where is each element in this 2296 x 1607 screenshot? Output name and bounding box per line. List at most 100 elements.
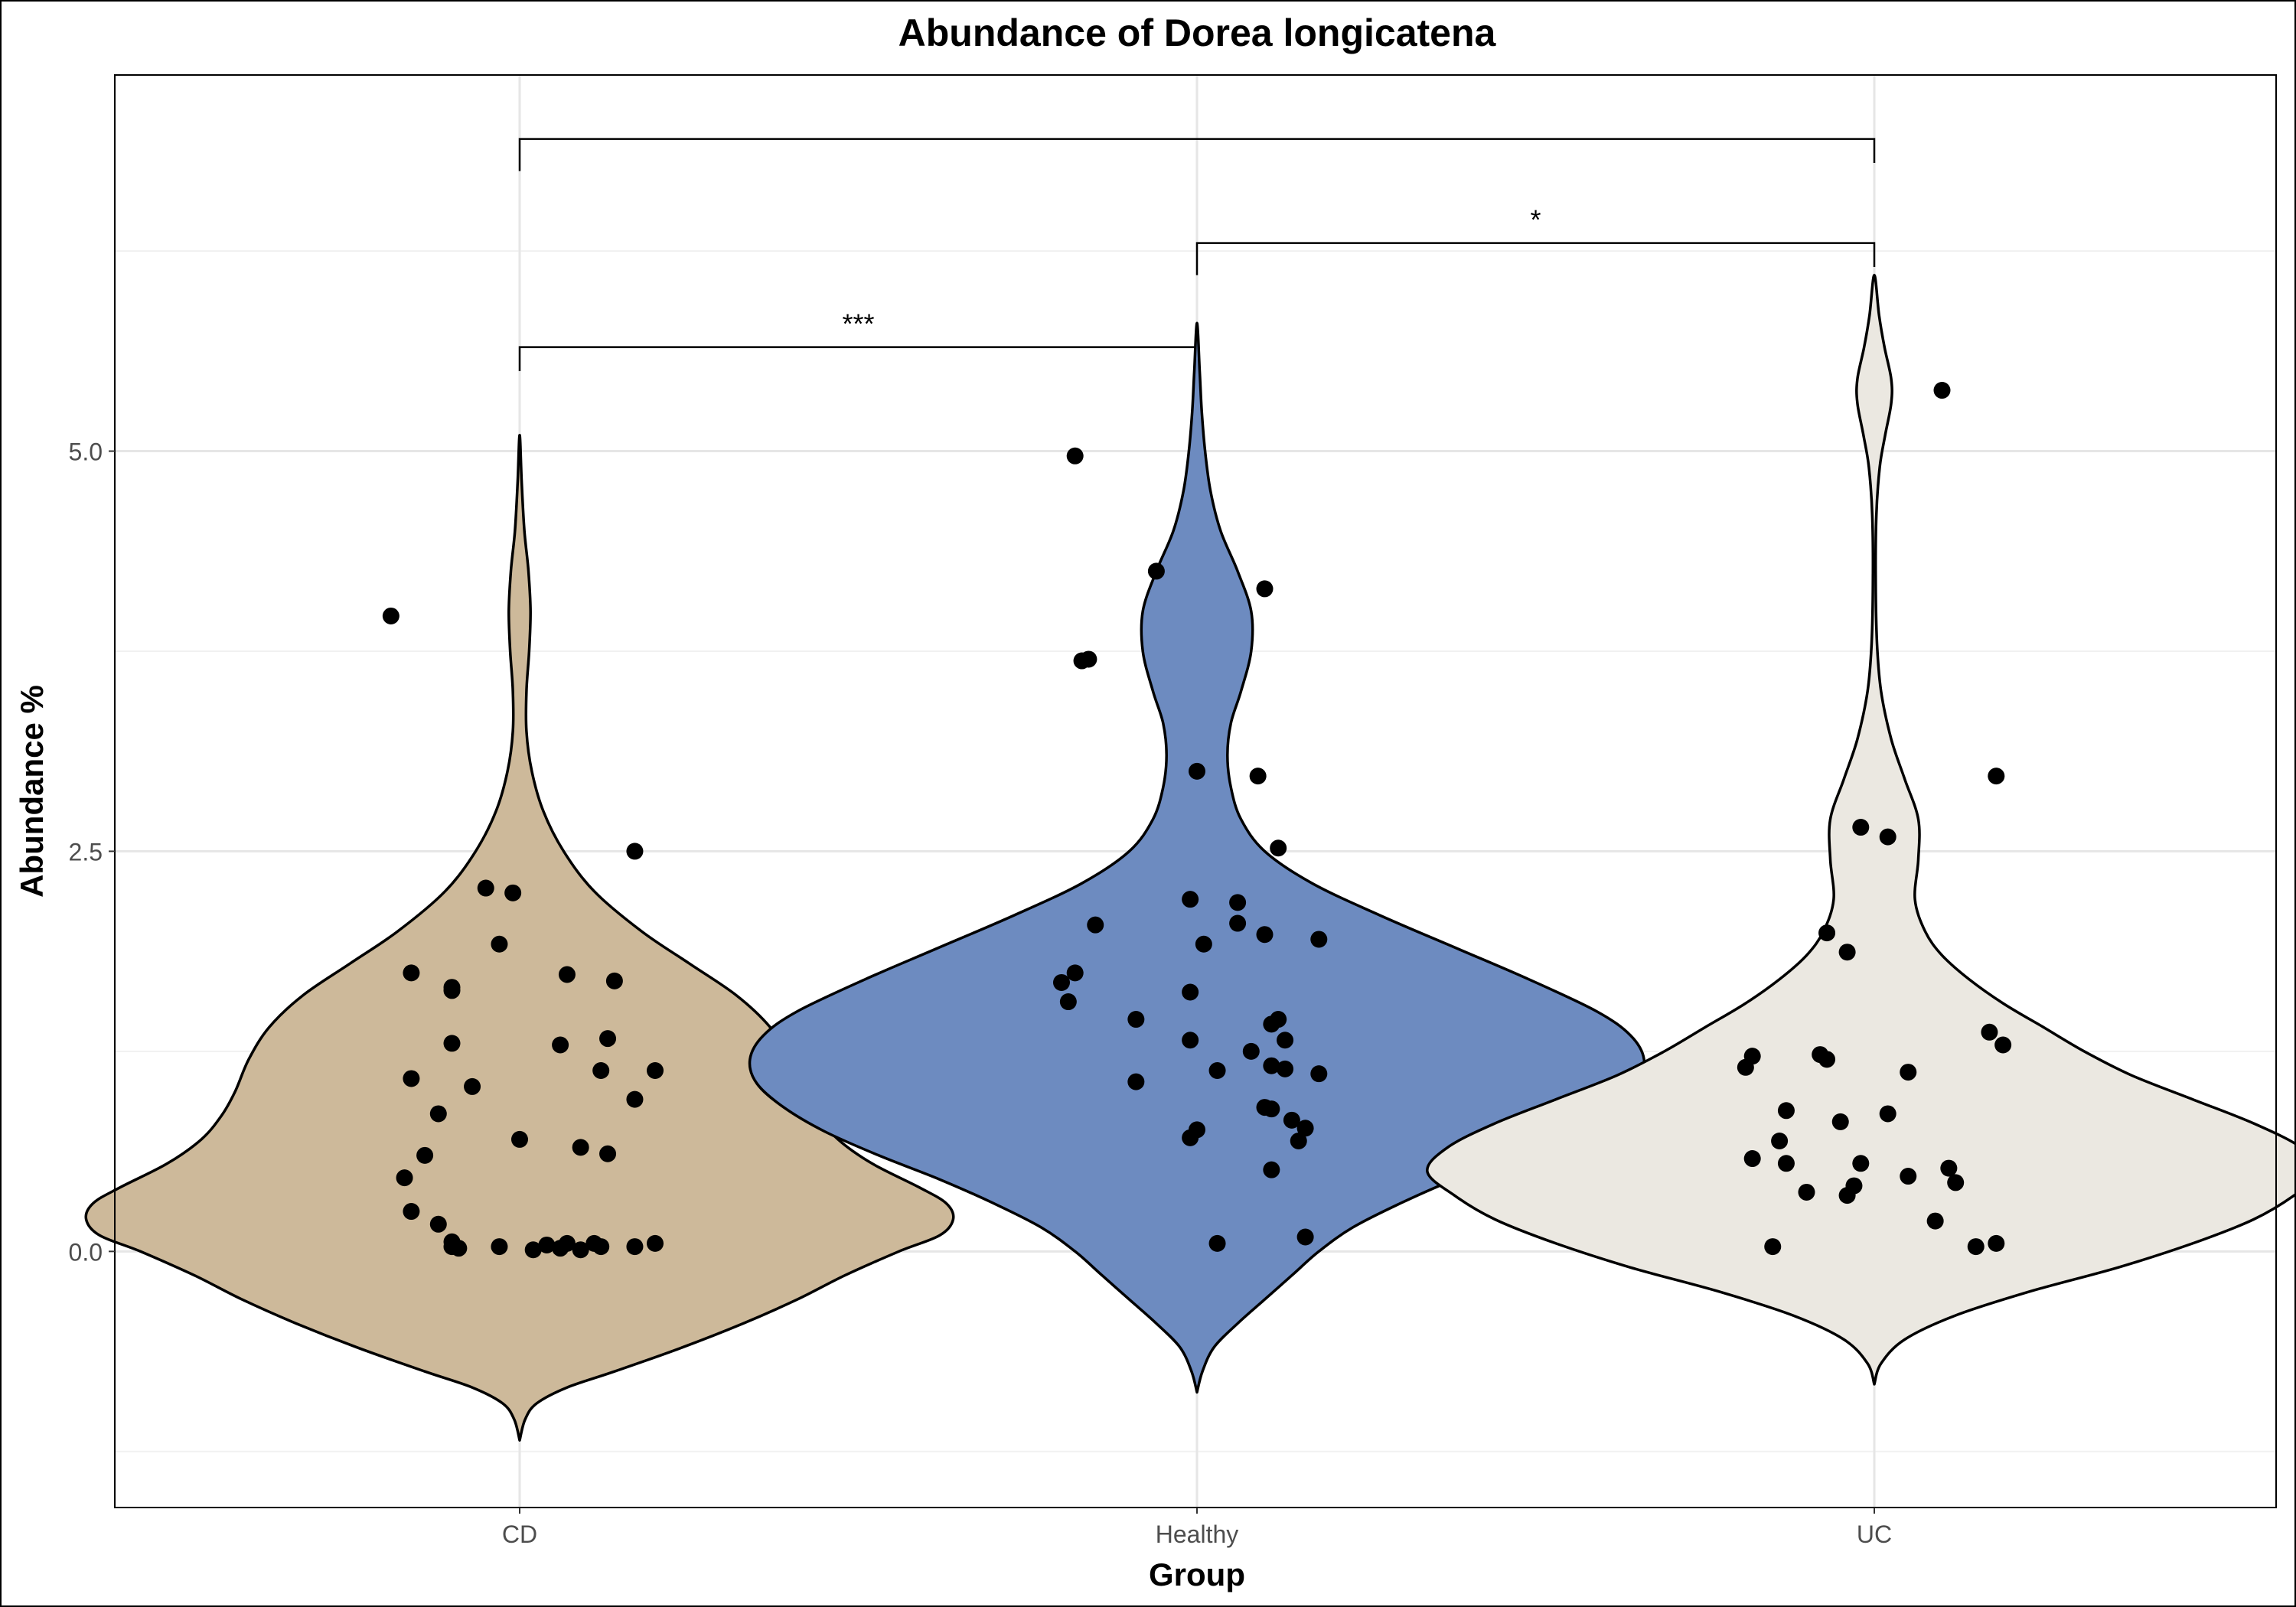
point-uc-14 xyxy=(1879,1105,1896,1123)
significance-label-0: *** xyxy=(842,308,874,340)
point-healthy-27 xyxy=(1208,1061,1226,1079)
point-cd-34 xyxy=(572,1241,589,1259)
point-cd-24 xyxy=(403,1203,420,1221)
point-cd-23 xyxy=(396,1169,413,1187)
point-uc-15 xyxy=(1831,1113,1849,1130)
point-cd-6 xyxy=(558,966,576,983)
point-uc-7 xyxy=(1994,1036,2012,1054)
point-healthy-8 xyxy=(1182,891,1199,908)
plot-panel-border xyxy=(114,74,2277,1508)
point-healthy-19 xyxy=(1127,1011,1145,1028)
significance-label-1: * xyxy=(1530,204,1541,236)
point-healthy-18 xyxy=(1182,983,1199,1001)
point-uc-6 xyxy=(1981,1023,1998,1041)
point-uc-29 xyxy=(1988,1234,2005,1252)
chart-title: Abundance of Dorea longicatena xyxy=(899,11,1497,54)
point-healthy-39 xyxy=(1296,1228,1314,1246)
point-healthy-5 xyxy=(1189,762,1205,780)
point-uc-17 xyxy=(1743,1150,1761,1168)
point-healthy-0 xyxy=(1066,447,1084,464)
point-healthy-36 xyxy=(1290,1133,1307,1150)
point-cd-3 xyxy=(504,884,522,901)
point-cd-29 xyxy=(491,1238,508,1256)
point-healthy-4 xyxy=(1080,650,1097,668)
x-tick-label-uc: UC xyxy=(1857,1521,1892,1548)
point-cd-14 xyxy=(647,1061,664,1079)
point-healthy-21 xyxy=(1263,1015,1280,1033)
point-cd-16 xyxy=(464,1077,481,1095)
point-healthy-7 xyxy=(1270,839,1287,857)
point-cd-38 xyxy=(647,1234,664,1252)
point-uc-2 xyxy=(1852,819,1870,836)
point-healthy-17 xyxy=(1059,993,1077,1011)
point-healthy-23 xyxy=(1277,1032,1294,1049)
point-uc-1 xyxy=(1988,768,2005,785)
point-healthy-1 xyxy=(1147,562,1165,580)
point-healthy-15 xyxy=(1066,964,1084,982)
point-cd-11 xyxy=(599,1030,617,1048)
point-uc-12 xyxy=(1900,1064,1917,1081)
point-cd-22 xyxy=(416,1146,434,1164)
point-cd-10 xyxy=(443,1035,461,1052)
point-healthy-6 xyxy=(1249,768,1267,785)
point-uc-13 xyxy=(1777,1102,1795,1120)
point-uc-22 xyxy=(1947,1174,1965,1191)
point-healthy-12 xyxy=(1256,926,1274,944)
point-cd-36 xyxy=(592,1238,610,1256)
point-uc-3 xyxy=(1879,828,1896,846)
significance-bracket-1 xyxy=(1195,242,1876,275)
y-axis-ticks: 0.0 2.5 5.0 xyxy=(69,438,115,1266)
point-healthy-26 xyxy=(1277,1060,1294,1077)
point-uc-24 xyxy=(1798,1183,1815,1201)
point-cd-20 xyxy=(572,1139,589,1156)
point-cd-19 xyxy=(511,1130,528,1148)
point-uc-0 xyxy=(1933,382,1951,399)
x-tick-label-healthy: Healthy xyxy=(1156,1521,1239,1548)
point-healthy-9 xyxy=(1229,894,1247,911)
point-cd-4 xyxy=(491,935,508,953)
point-cd-21 xyxy=(599,1145,617,1162)
point-cd-28 xyxy=(450,1240,468,1257)
point-uc-18 xyxy=(1777,1155,1795,1172)
x-axis-ticks: CD Healthy UC xyxy=(502,1508,1892,1548)
point-healthy-14 xyxy=(1195,935,1212,953)
data-points xyxy=(382,382,2012,1259)
point-cd-25 xyxy=(429,1215,447,1233)
point-healthy-25 xyxy=(1263,1057,1280,1074)
y-tick-label-0: 0.0 xyxy=(69,1238,103,1266)
x-axis-label: Group xyxy=(1149,1556,1245,1592)
point-healthy-16 xyxy=(1053,973,1070,991)
point-uc-4 xyxy=(1818,924,1836,942)
point-healthy-28 xyxy=(1310,1065,1328,1083)
point-cd-13 xyxy=(592,1061,610,1079)
y-tick-label-1: 2.5 xyxy=(69,838,103,865)
point-cd-1 xyxy=(626,843,644,860)
point-healthy-31 xyxy=(1263,1100,1280,1118)
point-uc-28 xyxy=(1967,1238,1985,1256)
point-healthy-13 xyxy=(1310,931,1328,948)
y-tick-label-2: 5.0 xyxy=(69,438,103,466)
point-uc-25 xyxy=(1838,1187,1856,1204)
point-cd-15 xyxy=(403,1070,420,1087)
point-healthy-29 xyxy=(1127,1073,1145,1090)
point-uc-20 xyxy=(1900,1168,1917,1185)
point-healthy-2 xyxy=(1256,580,1274,598)
point-uc-10 xyxy=(1818,1051,1836,1068)
significance-bracket-2 xyxy=(518,138,1876,171)
point-cd-18 xyxy=(429,1105,447,1123)
point-cd-12 xyxy=(552,1036,569,1054)
point-cd-0 xyxy=(382,607,400,624)
point-healthy-35 xyxy=(1182,1129,1199,1146)
point-uc-26 xyxy=(1926,1212,1944,1230)
point-cd-33 xyxy=(558,1234,576,1252)
point-cd-8 xyxy=(443,982,461,999)
x-tick-label-cd: CD xyxy=(502,1521,537,1548)
point-cd-17 xyxy=(626,1090,644,1108)
point-cd-5 xyxy=(403,964,420,982)
point-cd-37 xyxy=(626,1238,644,1256)
violin-cd xyxy=(84,433,955,1442)
point-uc-16 xyxy=(1771,1133,1789,1150)
point-healthy-22 xyxy=(1182,1032,1199,1049)
